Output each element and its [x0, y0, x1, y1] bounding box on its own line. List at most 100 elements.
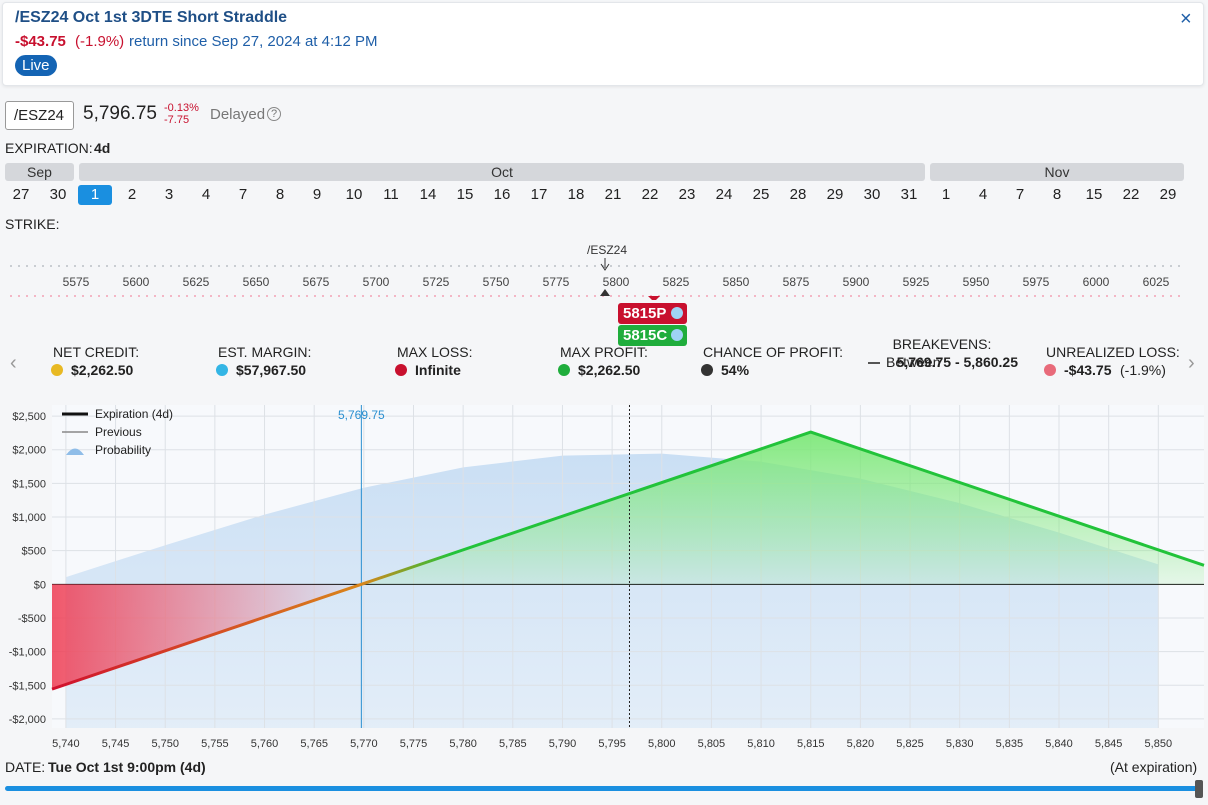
pnl-line — [51, 430, 1205, 691]
x-tick-label: 5,800 — [648, 738, 676, 750]
strike-tick: 6000 — [1083, 275, 1110, 289]
stat-label: CHANCE OF PROFIT: — [703, 344, 844, 360]
x-tick-label: 5,840 — [1045, 738, 1073, 750]
x-tick-label: 5,835 — [996, 738, 1024, 750]
x-tick-label: 5,750 — [151, 738, 179, 750]
live-pill: Live — [15, 55, 57, 76]
stat-value: 54% — [721, 362, 750, 378]
leg-pill: 5815C — [618, 325, 687, 346]
marker-label: 5,769.75 — [338, 408, 385, 422]
x-tick-label: 5,830 — [946, 738, 974, 750]
strike-tick: 5925 — [903, 275, 930, 289]
close-button[interactable]: × — [1180, 8, 1192, 30]
stat-value: $2,262.50 — [578, 362, 641, 378]
strike-tick: 5800 — [603, 275, 630, 289]
strike-tick: 5850 — [723, 275, 750, 289]
date-option[interactable]: 22 — [1122, 186, 1140, 203]
x-tick-label: 5,780 — [449, 738, 477, 750]
date-option[interactable]: 29 — [826, 186, 844, 203]
x-tick-label: 5,805 — [698, 738, 726, 750]
slider-handle[interactable] — [1195, 780, 1203, 798]
x-tick-label: 5,795 — [598, 738, 626, 750]
date-option[interactable]: 24 — [715, 186, 733, 203]
stat-value: -$43.75 — [1064, 362, 1112, 378]
date-option[interactable]: 28 — [789, 186, 807, 203]
date-option[interactable]: 23 — [678, 186, 696, 203]
date-option[interactable]: 3 — [164, 186, 174, 203]
date-option[interactable]: 30 — [863, 186, 881, 203]
pnl-chart: 5,740 5,745 5,750 5,755 5,760 5,765 5,770 5,775… — [9, 405, 1205, 750]
date-option[interactable]: 9 — [312, 186, 322, 203]
x-tick-label: 5,810 — [747, 738, 775, 750]
strike-ruler: 5575 5600 5625 5650 5675 5700 5725 5750 5775 5800… — [10, 243, 1180, 300]
date-option[interactable]: 4 — [978, 186, 988, 203]
next-arrow: › — [1188, 352, 1195, 374]
x-tick-label: 5,755 — [201, 738, 229, 750]
date-option[interactable]: 27 — [12, 186, 30, 203]
legend-swatch — [66, 448, 84, 455]
date-option[interactable]: 29 — [1159, 186, 1177, 203]
x-tick-label: 5,775 — [400, 738, 428, 750]
date-option[interactable]: 16 — [493, 186, 511, 203]
date-option[interactable]: 25 — [752, 186, 770, 203]
date-option[interactable]: 2 — [127, 186, 137, 203]
date-option[interactable]: 8 — [275, 186, 285, 203]
strike-tick: 5700 — [363, 275, 390, 289]
date-option[interactable]: 21 — [604, 186, 622, 203]
leg-label: 5815C — [623, 327, 668, 344]
month-label: Nov — [1044, 164, 1070, 180]
title: /ESZ24 Oct 1st 3DTE Short Straddle — [15, 9, 288, 26]
stat-label: NET CREDIT: — [53, 344, 140, 360]
date-option[interactable]: 1 — [941, 186, 951, 203]
stat-icon — [51, 364, 63, 376]
stat-value: $2,262.50 — [71, 362, 134, 378]
strike-tick: 5600 — [123, 275, 150, 289]
y-tick-label: -$1,500 — [9, 680, 46, 692]
date-option[interactable]: 1 — [78, 185, 112, 205]
date-option[interactable]: 15 — [1085, 186, 1103, 203]
stat-label: MAX PROFIT: — [560, 344, 648, 360]
leg-label: 5815P — [623, 305, 667, 322]
x-tick-label: 5,815 — [797, 738, 825, 750]
header-card — [2, 2, 1204, 86]
delay: Delayed — [210, 106, 266, 123]
x-tick-label: 5,825 — [896, 738, 924, 750]
date-option[interactable]: 10 — [345, 186, 363, 203]
legend-label: Probability — [95, 443, 151, 457]
date-option[interactable]: 4 — [201, 186, 211, 203]
strike-tick: 5575 — [63, 275, 90, 289]
y-tick-label: $0 — [34, 579, 46, 591]
stat-label: EST. MARGIN: — [218, 344, 312, 360]
date-option[interactable]: 14 — [419, 186, 437, 203]
x-tick-label: 5,745 — [102, 738, 130, 750]
current-marker — [600, 289, 610, 296]
strike-tick: 5950 — [963, 275, 990, 289]
mode: (At expiration) — [1110, 759, 1198, 775]
stat-icon — [216, 364, 228, 376]
y-tick-label: $1,500 — [12, 478, 46, 490]
stat-value: $57,967.50 — [236, 362, 307, 378]
strike-tick: 5650 — [243, 275, 270, 289]
date-option[interactable]: 11 — [383, 186, 399, 203]
return-pct: (-1.9%) — [75, 33, 125, 50]
y-tick-label: -$2,000 — [9, 714, 46, 726]
date-option[interactable]: 8 — [1052, 186, 1062, 203]
date-option[interactable]: 7 — [238, 186, 248, 203]
stat-suffix: (-1.9%) — [1120, 362, 1166, 378]
date-option[interactable]: 7 — [1015, 186, 1025, 203]
strike-tick: 5875 — [783, 275, 810, 289]
date-option[interactable]: 31 — [900, 186, 918, 203]
x-tick-label: 5,785 — [499, 738, 527, 750]
date-option[interactable]: 15 — [456, 186, 474, 203]
date-option[interactable]: 17 — [530, 186, 548, 203]
date-option[interactable]: 18 — [567, 186, 585, 203]
symbol-input[interactable]: /ESZ24 — [5, 101, 74, 130]
stat-label: UNREALIZED LOSS: — [1046, 344, 1180, 360]
x-tick-label: 5,790 — [549, 738, 577, 750]
underlying-marker: /ESZ24 — [587, 243, 627, 257]
date-option[interactable]: 30 — [49, 186, 67, 203]
date-option[interactable]: 22 — [641, 186, 659, 203]
strike-marker — [648, 296, 660, 300]
change: -7.75 — [164, 114, 190, 126]
